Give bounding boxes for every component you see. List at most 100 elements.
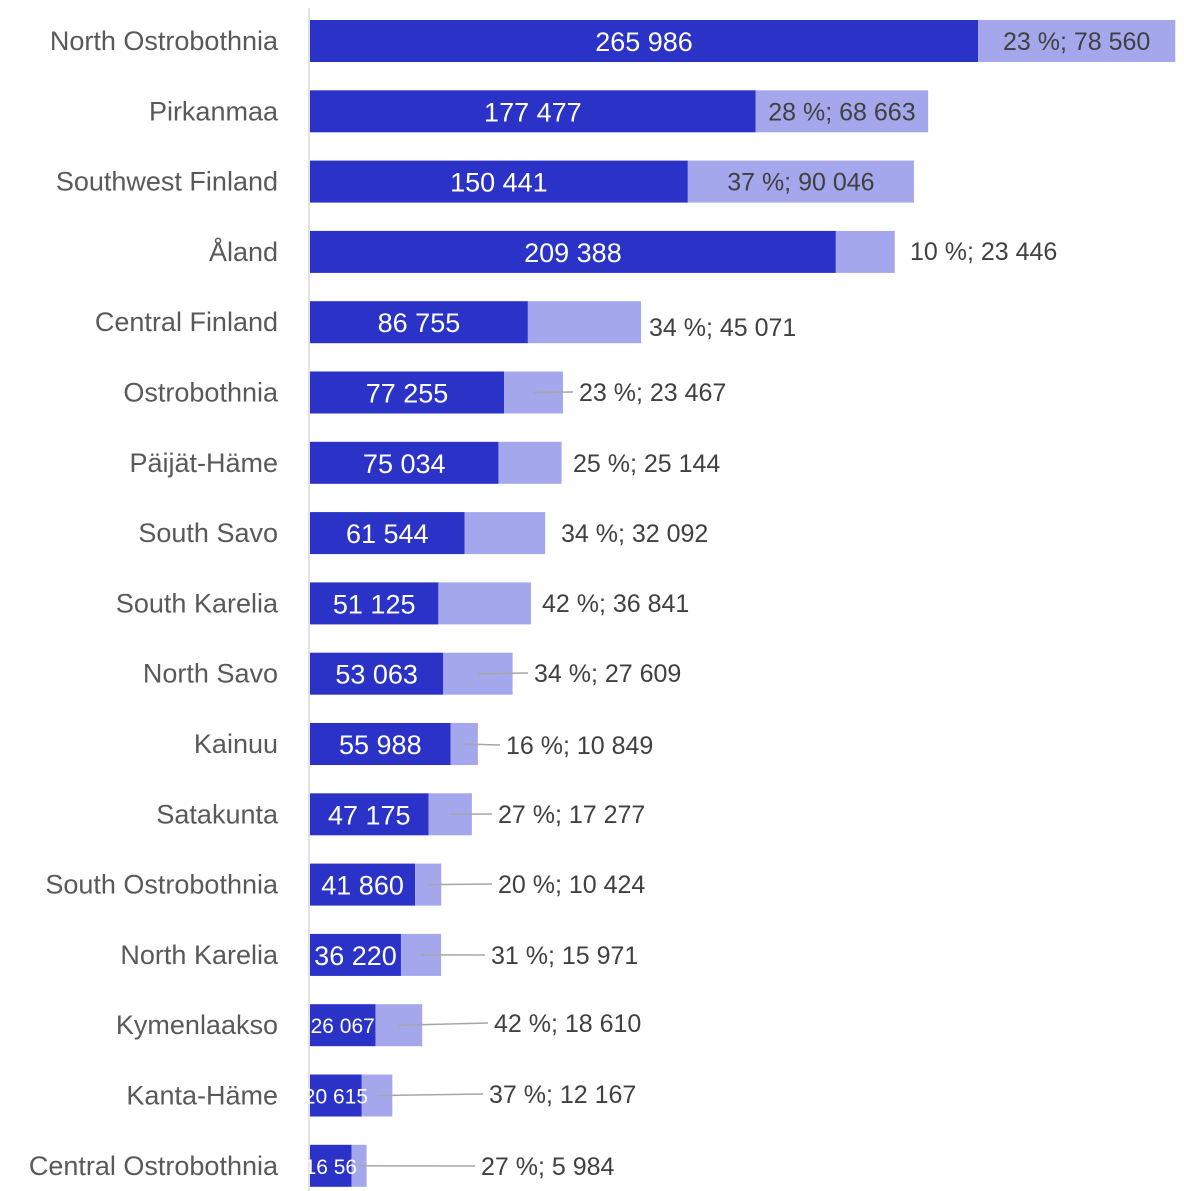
category-label: Central Ostrobothnia [29,1151,279,1181]
extra-value-label: 20 %; 10 424 [498,871,645,899]
bar-row: Kymenlaakso 26 067 42 %; 18 610 [116,1004,641,1047]
bar-base [310,723,451,765]
bar-base [310,230,836,273]
base-value-label: 51 125 [333,589,416,619]
bar-extra [755,90,929,133]
bar-extra [498,441,562,484]
bar-base [310,441,499,484]
base-value-label: 53 063 [335,660,418,690]
bar-row: North Karelia 36 220 31 %; 15 971 [120,933,638,976]
bar-extra [835,230,895,273]
bar-row: Kanta-Häme 20 615 37 %; 12 167 [126,1074,636,1117]
bar-base [310,933,401,976]
category-label: South Ostrobothnia [45,870,279,900]
extra-value-label: 10 %; 23 446 [910,238,1057,266]
category-label: Kymenlaakso [116,1010,278,1040]
bar-row: South Savo 61 544 34 %; 32 092 [138,512,708,555]
extra-value-label: 27 %; 17 277 [498,801,645,829]
base-value-label: 61 544 [346,519,429,549]
bar-base [310,1074,362,1117]
bar-row: Åland 209 388 10 %; 23 446 [209,230,1057,273]
bar-row: Southwest Finland 150 441 37 %; 90 046 [56,160,914,203]
bar-extra [464,512,546,555]
extra-value-label: 34 %; 45 071 [649,314,796,342]
bar-row: North Ostrobothnia 265 986 23 %; 78 560 [50,20,1176,62]
category-label: North Ostrobothnia [50,26,279,56]
bar-base [310,512,465,555]
bar-row: Ostrobothnia 77 255 23 %; 23 467 [123,371,726,414]
extra-value-label: 42 %; 18 610 [494,1010,641,1038]
leader-line [533,391,574,394]
extra-value-label: 34 %; 27 609 [534,660,681,688]
bar-base [310,863,416,906]
category-label: Pirkanmaa [149,96,279,126]
extra-value-label: 16 %; 10 849 [506,732,653,760]
category-label: South Karelia [116,588,279,618]
category-label: Central Finland [95,307,278,337]
bar-row: North Savo 53 063 34 %; 27 609 [143,652,681,695]
category-label: Satakunta [156,799,279,829]
extra-value-label: 25 %; 25 144 [573,450,720,478]
base-value-label: 47 175 [328,800,411,830]
category-label: Southwest Finland [56,167,278,197]
bar-base [310,301,528,344]
base-value-label: 26 067 [311,1015,375,1038]
leader-line [428,883,493,886]
bar-row: South Ostrobothnia 41 860 20 %; 10 424 [45,863,645,906]
bar-base [310,1004,376,1047]
base-value-label: 16 56 [305,1156,358,1179]
leader-line [377,1093,484,1097]
bar-row: Central Finland 86 755 34 %; 45 071 [95,301,796,344]
leader-line [477,672,529,675]
extra-value-label: 23 %; 23 467 [579,379,726,407]
bar-base [310,20,978,62]
base-value-label: 75 034 [363,449,446,479]
bar-row: South Karelia 51 125 42 %; 36 841 [116,582,689,625]
base-value-label: 86 755 [378,308,461,338]
base-value-label: 265 986 [595,27,693,57]
bar-row: Central Ostrobothnia 16 56 27 %; 5 984 [29,1144,615,1187]
base-value-label: 41 860 [321,871,404,901]
extra-value-label: 27 %; 5 984 [481,1153,615,1181]
base-value-label: 177 477 [484,97,582,127]
base-value-label: 36 220 [314,941,397,971]
bar-row: Pirkanmaa 177 477 28 %; 68 663 [149,90,929,133]
base-value-label: 77 255 [366,379,449,409]
extra-value-label: 28 %; 68 663 [768,98,915,126]
bar-base [310,582,439,625]
category-label: Päijät-Häme [129,448,278,478]
bar-base [310,160,688,203]
bar-extra [687,160,914,203]
category-label: Ostrobothnia [123,378,279,408]
category-label: Kainuu [194,729,278,759]
bar-base [310,90,756,133]
base-value-label: 20 615 [304,1086,368,1109]
bar-base [310,1144,352,1187]
bar-base [310,371,505,414]
bar-extra [438,582,531,625]
bar-row: Satakunta 47 175 27 %; 17 277 [156,793,645,836]
category-label: North Karelia [120,940,279,970]
bar-base [310,652,444,695]
category-label: North Savo [143,659,278,689]
extra-value-label: 31 %; 15 971 [491,942,638,970]
bar-base [310,793,429,836]
category-label: South Savo [138,518,278,548]
category-label: Kanta-Häme [126,1081,278,1111]
leader-line [464,743,501,746]
bar-row: Päijät-Häme 75 034 25 %; 25 144 [129,441,720,484]
bar-row: Kainuu 55 988 16 %; 10 849 [194,723,653,765]
extra-value-label: 42 %; 36 841 [542,590,689,618]
extra-value-label: 37 %; 90 046 [727,169,874,197]
base-value-label: 55 988 [339,730,422,760]
bar-extra [978,20,1176,62]
category-label: Åland [209,236,278,267]
base-value-label: 209 388 [524,238,622,268]
base-value-label: 150 441 [450,168,548,198]
bar-extra [527,301,642,344]
leader-line [398,1022,489,1026]
extra-value-label: 34 %; 32 092 [561,520,708,548]
extra-value-label: 23 %; 78 560 [1003,28,1150,56]
extra-value-label: 37 %; 12 167 [489,1081,636,1109]
